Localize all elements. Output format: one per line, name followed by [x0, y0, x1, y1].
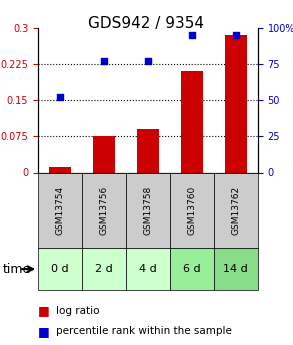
- Text: 14 d: 14 d: [224, 264, 248, 274]
- Text: GDS942 / 9354: GDS942 / 9354: [88, 16, 205, 30]
- Bar: [49, 167, 71, 172]
- Text: GSM13754: GSM13754: [56, 186, 64, 235]
- Text: 0 d: 0 d: [51, 264, 69, 274]
- Bar: [93, 136, 115, 172]
- Bar: [137, 129, 159, 172]
- Text: ■: ■: [38, 304, 50, 317]
- Point: [190, 32, 194, 38]
- Point: [146, 58, 150, 64]
- Bar: [225, 35, 247, 172]
- Text: GSM13760: GSM13760: [188, 186, 196, 235]
- Text: time: time: [3, 263, 31, 276]
- Text: GSM13762: GSM13762: [231, 186, 240, 235]
- Text: ■: ■: [38, 325, 50, 338]
- Text: log ratio: log ratio: [56, 306, 99, 315]
- Bar: [181, 71, 203, 172]
- Point: [102, 58, 106, 64]
- Point: [234, 32, 238, 38]
- Text: 6 d: 6 d: [183, 264, 201, 274]
- Text: GSM13756: GSM13756: [100, 186, 108, 235]
- Text: percentile rank within the sample: percentile rank within the sample: [56, 326, 231, 336]
- Point: [58, 95, 62, 100]
- Text: 4 d: 4 d: [139, 264, 157, 274]
- Text: 2 d: 2 d: [95, 264, 113, 274]
- Text: GSM13758: GSM13758: [144, 186, 152, 235]
